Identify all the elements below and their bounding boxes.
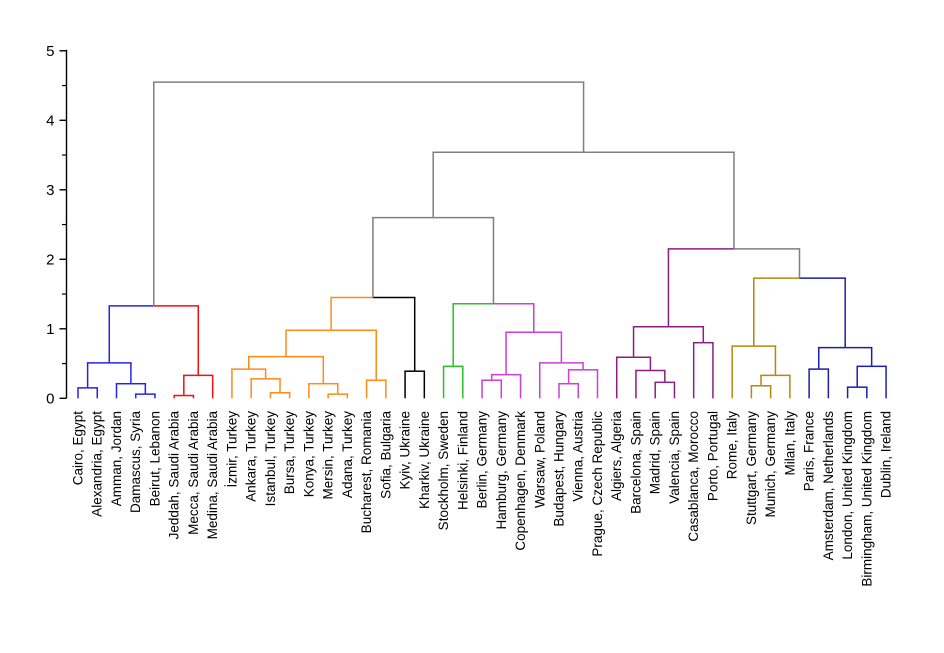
leaf-label: Madrid, Spain	[648, 411, 663, 494]
leaf-label: İzmir, Turkey	[224, 411, 239, 488]
leaf-label: Prague, Czech Republic	[590, 411, 605, 557]
leaf-label: Milan, Italy	[782, 411, 797, 476]
leaf-label: Amsterdam, Netherlands	[821, 411, 836, 561]
y-axis-tick-label: 1	[46, 321, 54, 338]
leaf-label: Birmingham, United Kingdom	[859, 411, 874, 587]
leaf-label: Kyiv, Ukraine	[398, 411, 413, 490]
leaf-label: Dublin, Ireland	[879, 411, 894, 498]
leaf-label: Valencia, Spain	[667, 411, 682, 504]
leaf-label: Konya, Turkey	[301, 411, 316, 498]
leaf-label: Sofia, Bulgaria	[378, 411, 393, 499]
leaf-label: Cairo, Egypt	[71, 411, 86, 486]
leaf-label: London, United Kingdom	[840, 411, 855, 560]
leaf-label: Hamburg, Germany	[494, 411, 509, 530]
leaf-label: Jeddah, Saudi Arabia	[167, 411, 182, 540]
leaf-label: Amman, Jordan	[109, 411, 124, 506]
leaf-label: Algiers, Algeria	[609, 411, 624, 502]
leaf-label: Medina, Saudi Arabia	[205, 411, 220, 540]
y-axis-tick-label: 4	[46, 112, 54, 129]
y-axis-tick-label: 0	[46, 390, 54, 407]
leaf-label: Budapest, Hungary	[552, 411, 567, 527]
leaf-label: Adana, Turkey	[340, 411, 355, 498]
leaf-label: Alexandria, Egypt	[90, 411, 105, 517]
y-axis-tick-label: 2	[46, 251, 54, 268]
y-axis-tick-label: 3	[46, 182, 54, 199]
leaf-label: Casablanca, Morocco	[686, 411, 701, 542]
leaf-label: Mersin, Turkey	[321, 411, 336, 500]
leaf-label: Paris, France	[802, 411, 817, 491]
leaf-label: Helsinki, Finland	[455, 411, 470, 510]
leaf-label: Bucharest, Romania	[359, 411, 374, 534]
leaf-label: Berlin, Germany	[475, 411, 490, 509]
leaf-label: Istanbul, Turkey	[263, 411, 278, 507]
leaf-label: Copenhagen, Denmark	[513, 411, 528, 551]
leaf-label: Porto, Portugal	[705, 411, 720, 501]
leaf-label: Barcelona, Spain	[628, 411, 643, 514]
leaf-label: Vienna, Austria	[571, 411, 586, 502]
leaf-label: Rome, Italy	[725, 411, 740, 480]
leaf-label: Beirut, Lebanon	[147, 411, 162, 506]
leaf-label: Bursa, Turkey	[282, 411, 297, 495]
leaf-label: Ankara, Turkey	[244, 411, 259, 502]
leaf-label: Damascus, Syria	[128, 411, 143, 514]
leaf-label: Munich, Germany	[763, 411, 778, 518]
leaf-label: Stockholm, Sweden	[436, 411, 451, 530]
leaf-label: Warsaw, Poland	[532, 411, 547, 508]
leaf-label: Stuttgart, Germany	[744, 411, 759, 525]
y-axis-tick-label: 5	[46, 43, 54, 60]
leaf-label: Mecca, Saudi Arabia	[186, 411, 201, 535]
leaf-label: Kharkiv, Ukraine	[417, 411, 432, 509]
